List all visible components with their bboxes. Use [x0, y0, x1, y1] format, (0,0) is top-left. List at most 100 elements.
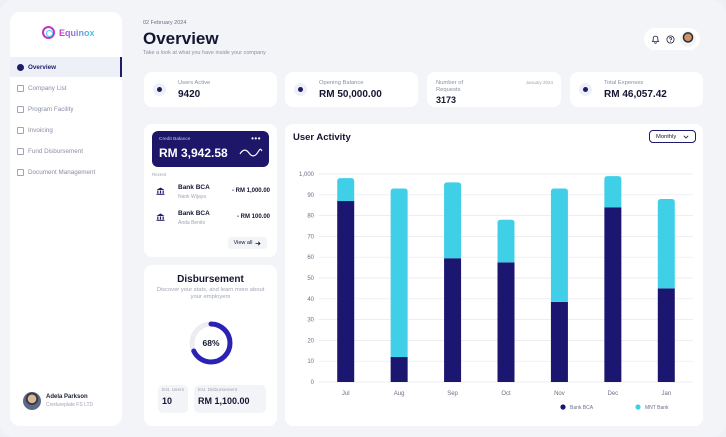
list-item[interactable]: Bank BCA Nank Wijaya - RM 1,000.00: [152, 182, 270, 202]
view-all-label: View all: [233, 240, 253, 246]
stat-label: Opening Balance: [319, 80, 364, 86]
stat-label: Number of Requests: [436, 80, 464, 93]
header-actions: [644, 28, 700, 50]
bar-bank-bca-dec: [604, 207, 622, 382]
credit-balance-label: Credit Balance: [159, 137, 191, 142]
equinox-logo-icon: [42, 26, 55, 39]
stat-card-users-active: Users Active 9420: [144, 72, 277, 107]
user-profile[interactable]: Adela Parkson Credureplate FS LTD: [23, 392, 93, 410]
stat-card-opening-balance: Opening Balance RM 50,000.00: [285, 72, 418, 107]
stat-card-total-expenses: Total Expenses RM 46,057.42: [570, 72, 703, 107]
program-facility-icon: [17, 105, 24, 113]
pie-chart-icon: [294, 83, 307, 96]
x-tick-label: Sep: [447, 391, 458, 397]
y-tick-label: 80: [307, 214, 314, 220]
stat-value: 10: [162, 396, 173, 406]
transaction-amount: - RM 1,000.00: [231, 188, 270, 194]
credit-balance-amount: RM 3,942.58: [159, 146, 228, 160]
sidebar-item-fund-disbursement[interactable]: Fund Disbursement: [10, 141, 122, 161]
bell-icon[interactable]: [650, 34, 660, 44]
y-tick-label: 60: [307, 255, 314, 261]
app-name: Equinox: [59, 27, 95, 38]
current-date: 02 February 2024: [143, 20, 187, 26]
bar-mnt-bank-oct: [497, 219, 515, 263]
bar-mnt-bank-jul: [337, 178, 355, 202]
y-tick-label: 1,000: [299, 172, 315, 178]
x-tick-label: Oct: [501, 391, 511, 397]
y-tick-label: 70: [307, 234, 314, 240]
sidebar-item-label: Program Facility: [28, 105, 74, 113]
stat-value: 3173: [436, 95, 457, 105]
chevron-down-icon: [683, 135, 689, 139]
header-avatar[interactable]: [680, 31, 696, 47]
credit-panel: Credit Balance RM 3,942.58 ••• Recent Ba…: [144, 124, 277, 257]
more-options-icon[interactable]: •••: [251, 134, 261, 143]
help-icon[interactable]: [665, 34, 675, 44]
y-tick-label: 40: [307, 297, 314, 303]
bank-icon: [156, 187, 165, 195]
disbursement-title: Disbursement: [177, 274, 244, 285]
est-users-stat: Est. Users 10: [158, 385, 188, 413]
bar-mnt-bank-nov: [550, 188, 568, 302]
transaction-person: Anda Benito: [178, 220, 206, 226]
recent-label: Recent: [152, 172, 167, 177]
bar-mnt-bank-dec: [604, 176, 622, 208]
overview-icon: [17, 63, 24, 71]
company-list-icon: [17, 84, 24, 92]
bar-bank-bca-jul: [337, 201, 355, 382]
sidebar-item-label: Company List: [28, 84, 67, 92]
donut-progress-arc: [189, 321, 233, 365]
disbursement-donut: [189, 321, 233, 365]
avatar: [23, 392, 41, 410]
sidebar-nav: Overview Company List Program Facility I…: [10, 57, 122, 183]
x-tick-label: Jul: [342, 391, 350, 397]
stat-period: January 2024: [525, 80, 553, 85]
disbursement-percent: 68%: [202, 338, 220, 348]
sidebar-item-company-list[interactable]: Company List: [10, 78, 122, 98]
view-all-button[interactable]: View all: [228, 237, 267, 249]
y-tick-label: 90: [307, 193, 314, 199]
stat-label: Est. Users: [162, 388, 185, 393]
stat-value: RM 46,057.42: [604, 89, 667, 100]
user-activity-chart: 0 10 20 30 40 50 60 70 80 90 1,000 Jul Aug Sep Oct Nov D…: [299, 172, 693, 411]
sidebar-item-program-facility[interactable]: Program Facility: [10, 99, 122, 119]
x-tick-label: Aug: [394, 391, 405, 397]
y-tick-label: 10: [307, 359, 314, 365]
sidebar-item-overview[interactable]: Overview: [10, 57, 122, 77]
est-disbursement-stat: Est. Disbursement RM 1,100.00: [194, 385, 266, 413]
logo[interactable]: Equinox: [42, 26, 95, 39]
sidebar-item-invoicing[interactable]: Invoicing: [10, 120, 122, 140]
stat-label: Est. Disbursement: [198, 388, 238, 393]
disbursement-panel: Disbursement Discover your stats, and le…: [144, 265, 277, 426]
transaction-amount: - RM 100.00: [236, 214, 270, 220]
bar-bank-bca-oct: [497, 262, 515, 382]
disbursement-description: Discover your stats, and learn more abou…: [156, 287, 265, 300]
list-item[interactable]: Bank BCA Anda Benito - RM 100.00: [152, 208, 270, 228]
stat-value: RM 50,000.00: [319, 89, 382, 100]
sidebar-item-document-management[interactable]: Document Management: [10, 162, 122, 182]
x-tick-label: Jan: [661, 391, 671, 397]
sidebar-item-label: Document Management: [28, 168, 96, 176]
document-management-icon: [17, 168, 24, 176]
bar-bank-bca-sep: [444, 258, 462, 382]
period-select-value: Monthly: [656, 133, 677, 140]
bar-bank-bca-aug: [390, 357, 408, 382]
stat-value: RM 1,100.00: [198, 396, 250, 406]
transaction-name: Bank BCA: [178, 184, 210, 191]
page-subtitle: Take a look at what you have inside your…: [143, 50, 266, 56]
sidebar-item-label: Invoicing: [28, 126, 53, 134]
x-tick-label: Nov: [554, 391, 565, 397]
credit-card[interactable]: Credit Balance RM 3,942.58 •••: [152, 131, 269, 167]
stat-card-number-of-requests: Number of Requests 3173 January 2024: [427, 72, 561, 107]
invoicing-icon: [17, 126, 24, 134]
y-tick-label: 50: [307, 276, 314, 282]
bar-mnt-bank-aug: [390, 188, 408, 358]
sidebar-item-label: Fund Disbursement: [28, 147, 83, 155]
chart-title: User Activity: [293, 132, 351, 143]
stat-label: Users Active: [178, 80, 211, 86]
period-select[interactable]: Monthly: [649, 130, 696, 143]
sidebar-item-label: Overview: [28, 63, 57, 71]
transaction-person: Nank Wijaya: [178, 194, 207, 200]
user-activity-panel: User Activity Monthly 0 10 20 30 40 50 60 70 80 9…: [285, 124, 703, 426]
